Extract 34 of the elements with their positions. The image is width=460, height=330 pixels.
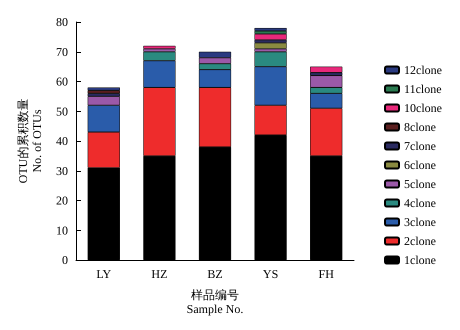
legend-label: 11clone bbox=[404, 82, 442, 96]
x-tick-label: LY bbox=[96, 267, 112, 281]
y-tick-label: 80 bbox=[56, 15, 68, 29]
x-tick-label: FH bbox=[318, 267, 334, 281]
bar bbox=[88, 87, 120, 90]
bar bbox=[143, 46, 176, 49]
bar bbox=[254, 28, 287, 31]
legend-label: 12clone bbox=[404, 63, 442, 77]
legend-label: 3clone bbox=[404, 215, 436, 229]
y-tick-label: 60 bbox=[56, 74, 68, 88]
y-tick-label: 20 bbox=[56, 194, 68, 208]
legend-label: 10clone bbox=[404, 101, 442, 115]
legend-label: 4clone bbox=[404, 196, 436, 210]
x-axis-title: 样品编号 Sample No. bbox=[186, 288, 244, 316]
bar bbox=[254, 34, 287, 40]
legend-label: 6clone bbox=[404, 158, 436, 172]
x-tick-label: BZ bbox=[207, 267, 223, 281]
y-tick-label: 40 bbox=[56, 134, 68, 148]
y-tick-label: 30 bbox=[56, 164, 68, 178]
y-tick-label: 10 bbox=[56, 223, 68, 238]
y-tick-label: 50 bbox=[56, 104, 68, 118]
legend-label: 2clone bbox=[404, 234, 436, 248]
legend-label: 1clone bbox=[404, 253, 436, 267]
x-tick-label: HZ bbox=[151, 267, 168, 281]
legend-label: 7clone bbox=[404, 139, 436, 153]
y-tick-label: 70 bbox=[56, 44, 68, 59]
x-tick-label: YS bbox=[262, 267, 278, 281]
bar bbox=[254, 42, 287, 49]
y-axis-title: OTU的累积数量 No. of OTUs bbox=[16, 98, 44, 184]
y-tick-label: 0 bbox=[62, 253, 68, 267]
legend-label: 5clone bbox=[404, 177, 436, 191]
bar bbox=[88, 90, 120, 94]
legend-label: 8clone bbox=[404, 120, 436, 134]
bar bbox=[310, 66, 342, 73]
